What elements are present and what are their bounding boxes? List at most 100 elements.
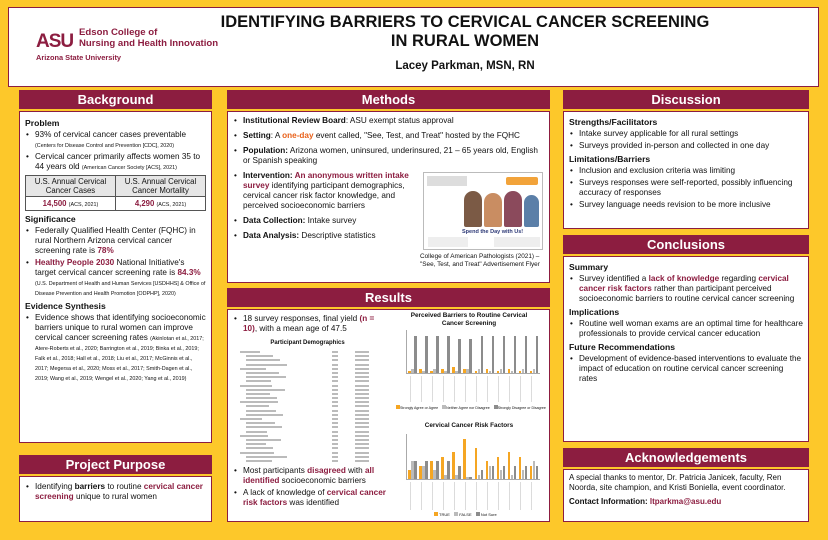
ack-text: A special thanks to mentor, Dr. Patricia…: [569, 473, 786, 492]
chart-bar: [441, 456, 444, 479]
chart-bar: [430, 461, 433, 479]
results-heading: Results: [227, 288, 550, 307]
purpose-panel: Identifying barriers to routine cervical…: [19, 476, 212, 522]
college-name: Edson College of Nursing and Health Inno…: [79, 27, 219, 49]
discussion-panel: Strengths/Facilitators Intake survey app…: [563, 111, 809, 229]
background-heading: Background: [19, 90, 212, 109]
chart-bar: [518, 456, 522, 479]
chart-bar: [458, 338, 461, 373]
chart-bar: [466, 368, 469, 373]
demographics-row: [240, 384, 375, 388]
future-label: Future Recommendations: [569, 342, 676, 352]
chart-bar: [507, 368, 511, 373]
asu-logo: ASU: [36, 31, 74, 53]
chart-bar: [488, 370, 492, 373]
chart-bar: [422, 370, 425, 373]
chart-bar: [529, 465, 533, 479]
purpose-bullet: Identifying barriers to routine cervical…: [25, 482, 206, 502]
stats-table-header-mortality: U.S. Annual Cervical Cancer Mortality: [115, 175, 206, 197]
limitation-3: Survey language needs revision to be mor…: [569, 200, 803, 210]
chart-bar: [430, 370, 433, 373]
chart-bar: [532, 461, 536, 479]
methods-heading: Methods: [227, 90, 550, 109]
chart-bar: [507, 452, 511, 479]
chart-bar: [411, 368, 414, 373]
chart-bar: [425, 336, 428, 373]
title-line2: IN RURAL WOMEN: [390, 32, 540, 50]
demographics-row: [240, 396, 375, 400]
demographics-row: [240, 358, 375, 362]
methods-data-collection: Data Collection: Intake survey: [233, 216, 544, 226]
risk-chart-plot: [406, 434, 540, 480]
demographics-title: Participant Demographics: [270, 340, 345, 346]
demographics-row: [240, 451, 375, 455]
chart-bar: [485, 368, 489, 373]
demographics-row: [240, 413, 375, 417]
chart-bar: [455, 370, 458, 373]
evidence-bullet-1: Evidence shows that identifying socioeco…: [25, 313, 206, 383]
chart-bar: [463, 438, 466, 479]
implications-label: Implications: [569, 307, 620, 317]
future-bullet: Development of evidence-based interventi…: [569, 354, 803, 384]
chart-bar: [518, 370, 522, 373]
chart-bar: [452, 452, 455, 479]
chart-bar: [535, 465, 539, 479]
chart-bar: [452, 366, 455, 373]
risk-chart-legend: TRUE FALSE Not Sure: [434, 512, 497, 517]
demographics-row: [240, 350, 375, 354]
college-line1: Edson College of: [79, 27, 158, 38]
chart-bar: [422, 465, 425, 479]
chart-bar: [469, 338, 472, 373]
barriers-chart-legend: Strongly Agree or Agree Neither Agree no…: [396, 405, 546, 410]
limitation-2: Surveys responses were self-reported, po…: [569, 178, 803, 198]
chart-bar: [510, 370, 514, 373]
strengths-label: Strengths/Facilitators: [569, 117, 658, 127]
methods-setting: Setting: A one-day event called, "See, T…: [233, 131, 544, 141]
demographics-row: [240, 417, 375, 421]
chart-bar: [521, 470, 525, 479]
purpose-heading: Project Purpose: [19, 455, 212, 474]
chart-bar: [474, 447, 478, 479]
flyer-image: Spend the Day with Us!: [423, 172, 543, 250]
demographics-row: [240, 455, 375, 459]
college-line2: Nursing and Health Innovation: [79, 37, 219, 49]
chart-bar: [433, 470, 436, 479]
demographics-row: [240, 434, 375, 438]
stats-table-header-cases: U.S. Annual Cervical Cancer Cases: [25, 175, 116, 197]
chart-bar: [411, 461, 414, 479]
demographics-table: Participant Demographics: [240, 340, 375, 462]
chart-bar: [513, 465, 517, 479]
summary-bullet: Survey identified a lack of knowledge re…: [569, 274, 803, 304]
chart-bar: [496, 370, 500, 373]
chart-bar: [433, 368, 436, 373]
problem-bullet-2: Cervical cancer primarily affects women …: [25, 152, 206, 172]
results-bullet-2: Most participants disagreed with all ide…: [233, 466, 388, 486]
methods-irb: Institutional Review Board: ASU exempt s…: [233, 116, 544, 126]
demographics-row: [240, 379, 375, 383]
chart-bar: [524, 336, 528, 373]
chart-bar: [458, 465, 461, 479]
chart-bar: [480, 470, 484, 479]
risk-chart-title: Cervical Cancer Risk Factors: [424, 422, 514, 429]
chart-bar: [488, 465, 492, 479]
chart-bar: [496, 456, 500, 479]
stats-table: U.S. Annual Cervical Cancer Cases U.S. A…: [25, 175, 206, 212]
chart-bar: [441, 368, 444, 373]
evidence-label: Evidence Synthesis: [25, 301, 106, 312]
chart-bar: [521, 368, 525, 373]
chart-bar: [444, 370, 447, 373]
contact-info: Contact Information: ltparkma@asu.edu: [569, 497, 722, 506]
demographics-row: [240, 425, 375, 429]
discussion-heading: Discussion: [563, 90, 809, 109]
chart-bar: [425, 461, 428, 479]
ack-panel: A special thanks to mentor, Dr. Patricia…: [563, 469, 809, 522]
risk-factors-chart: Cervical Cancer Risk Factors TRUE FALSE …: [394, 422, 544, 520]
risk-chart-xlabels: [406, 482, 540, 510]
poster-title: IDENTIFYING BARRIERS TO CERVICAL CANCER …: [205, 13, 725, 51]
limitation-1: Inclusion and exclusion criteria was lim…: [569, 166, 803, 176]
chart-bar: [474, 370, 478, 373]
strength-1: Intake survey applicable for all rural s…: [569, 129, 803, 139]
implications-bullet: Routine well woman exams are an optimal …: [569, 319, 803, 339]
demographics-row: [240, 404, 375, 408]
contact-email[interactable]: ltparkma@asu.edu: [649, 497, 722, 506]
